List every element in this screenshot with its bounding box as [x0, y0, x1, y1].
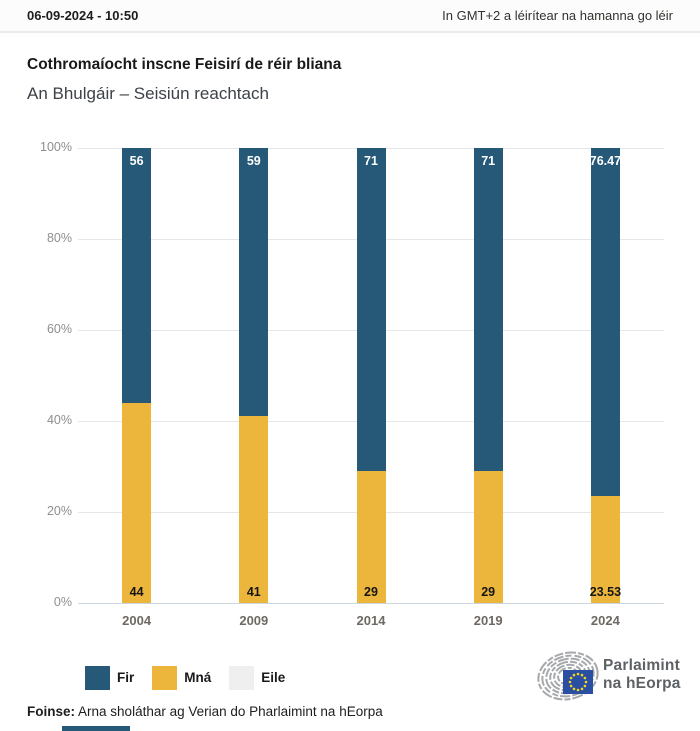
bar-value-label-fir: 76.47 — [589, 154, 622, 168]
x-axis-tick-label: 2019 — [473, 613, 503, 628]
header-timezone-note: In GMT+2 a léirítear na hamanna go léir — [442, 8, 673, 23]
gridline — [78, 603, 664, 604]
y-axis-tick-label: 60% — [46, 322, 72, 336]
legend-swatch — [85, 666, 110, 690]
page-subtitle: An Bhulgáir – Seisiún reachtach — [27, 84, 269, 103]
x-axis-tick-label: 2014 — [356, 613, 386, 628]
legend-item-mna[interactable]: Mná — [152, 666, 211, 690]
bar-segment-fir[interactable] — [239, 148, 269, 417]
logo-text: Parlaimint na hEorpa — [603, 657, 681, 692]
page-title: Cothromaíocht inscne Feisirí de réir bli… — [27, 56, 342, 73]
legend-label: Fir — [117, 670, 135, 685]
legend-label: Eile — [261, 670, 286, 685]
bar-segment-mna[interactable] — [590, 495, 620, 603]
bar-segment-fir[interactable] — [473, 148, 503, 472]
bar-segment-fir[interactable] — [356, 148, 386, 472]
x-axis-tick-label: 2009 — [239, 613, 269, 628]
legend-label: Mná — [184, 670, 212, 685]
y-axis-tick-label: 80% — [46, 231, 72, 245]
bar-value-label-fir: 71 — [364, 154, 378, 168]
header-datetime: 06-09-2024 - 10:50 — [27, 8, 139, 23]
y-axis-tick-label: 40% — [46, 413, 72, 427]
legend-swatch — [152, 666, 178, 690]
logo-text-line2: na hEorpa — [603, 674, 681, 692]
bar-value-label-mna: 41 — [246, 585, 261, 599]
legend-item-fir[interactable]: Fir — [85, 666, 134, 690]
y-axis-tick-label: 20% — [46, 504, 72, 518]
bar-value-label-mna: 29 — [481, 585, 496, 599]
y-axis-tick-label: 100% — [40, 140, 72, 154]
bar-value-label-fir: 56 — [129, 154, 144, 168]
source-line: Foinse: Arna sholáthar ag Verian do Phar… — [27, 704, 383, 719]
bar-segment-mna[interactable] — [473, 471, 503, 603]
source-label: Foinse: — [27, 704, 76, 719]
y-axis-tick-label: 0% — [53, 595, 72, 609]
bar-value-label-fir: 71 — [481, 154, 496, 168]
source-text: Arna sholáthar ag Verian do Pharlaimint … — [78, 704, 383, 719]
logo-text-line1: Parlaimint — [603, 657, 680, 674]
x-axis-tick-label: 2024 — [590, 613, 620, 628]
bar-segment-mna[interactable] — [122, 402, 152, 603]
legend-swatch — [229, 666, 255, 690]
bar-value-label-mna: 29 — [364, 585, 378, 599]
bar-value-label-mna: 23.53 — [589, 585, 622, 599]
x-axis-tick-label: 2004 — [122, 613, 152, 628]
legend: Fir Mná Eile — [85, 666, 285, 690]
bar-segment-mna[interactable] — [239, 416, 269, 603]
legend-item-eile[interactable]: Eile — [229, 666, 285, 690]
eu-flag-icon — [563, 670, 593, 694]
header-bar: 06-09-2024 - 10:50 In GMT+2 a léirítear … — [0, 0, 700, 33]
bar-segment-mna[interactable] — [356, 471, 386, 603]
bar-value-label-fir: 59 — [246, 154, 261, 168]
bar-segment-fir[interactable] — [122, 148, 152, 403]
horizontal-scrollbar-thumb[interactable] — [62, 726, 130, 731]
european-parliament-logo: Parlaimint na hEorpa — [532, 650, 690, 702]
bar-segment-fir[interactable] — [590, 148, 620, 496]
bar-value-label-mna: 44 — [129, 585, 144, 599]
